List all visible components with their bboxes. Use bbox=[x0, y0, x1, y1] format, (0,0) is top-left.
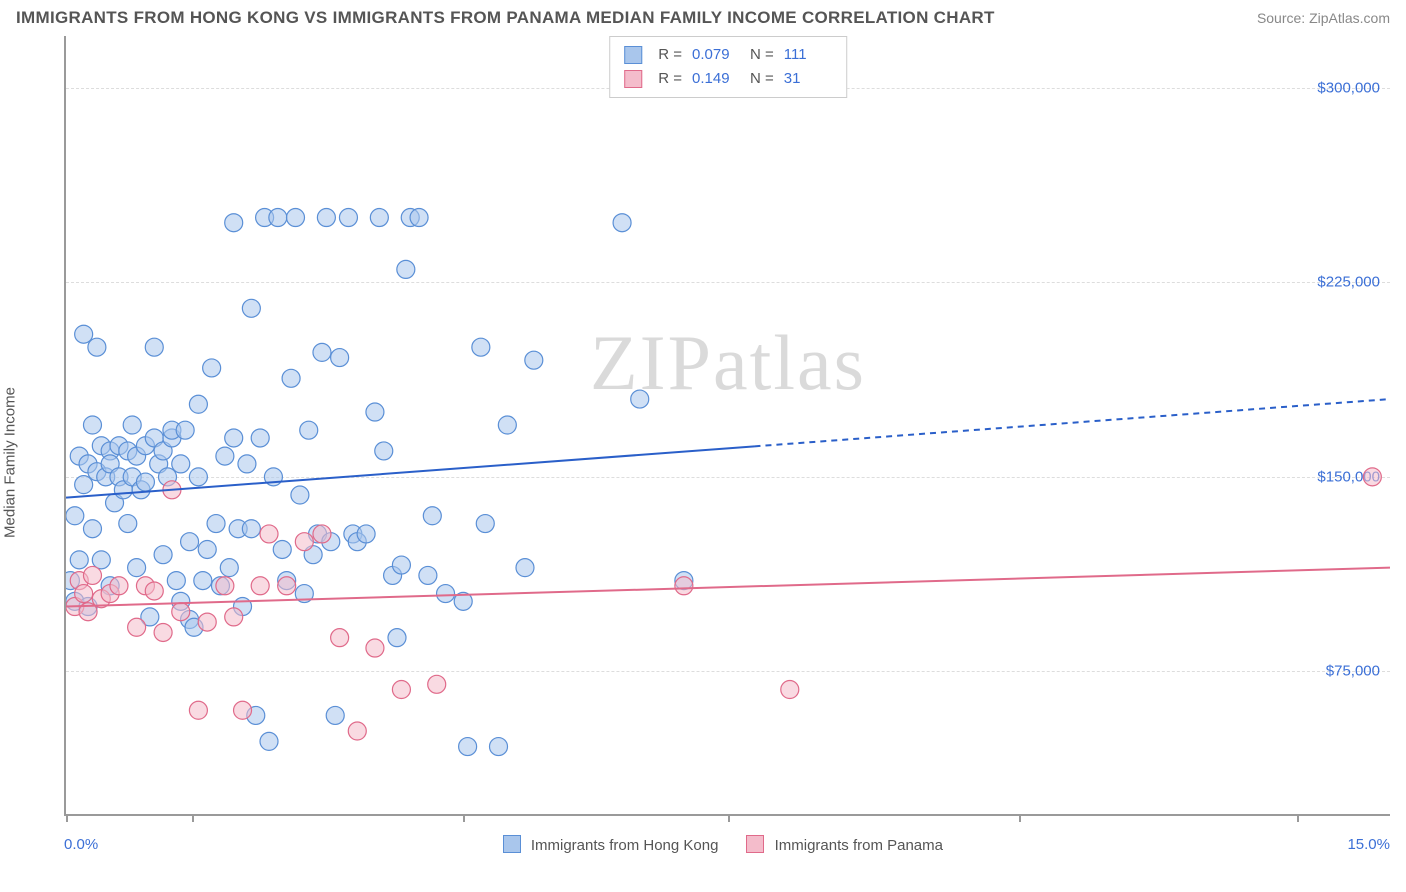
x-legend-swatch-hk bbox=[503, 835, 521, 853]
x-axis-row: 0.0% Immigrants from Hong Kong Immigrant… bbox=[64, 835, 1390, 854]
plot-svg bbox=[66, 36, 1390, 814]
legend-n-label: N = bbox=[750, 67, 774, 91]
x-legend-item-pa: Immigrants from Panama bbox=[746, 835, 943, 854]
title-bar: IMMIGRANTS FROM HONG KONG VS IMMIGRANTS … bbox=[0, 0, 1406, 32]
x-legend-label-pa: Immigrants from Panama bbox=[775, 837, 943, 854]
legend-r-value-pa: 0.149 bbox=[692, 67, 740, 91]
legend-r-value-hk: 0.079 bbox=[692, 43, 740, 67]
legend-row-hk: R = 0.079 N = 111 bbox=[624, 43, 832, 67]
legend-n-label: N = bbox=[750, 43, 774, 67]
x-legend-item-hk: Immigrants from Hong Kong bbox=[503, 835, 719, 854]
legend-n-value-pa: 31 bbox=[784, 67, 832, 91]
source-label: Source: ZipAtlas.com bbox=[1257, 10, 1390, 26]
chart-title: IMMIGRANTS FROM HONG KONG VS IMMIGRANTS … bbox=[16, 8, 995, 28]
chart-area: Median Family Income R = 0.079 N = 111 R… bbox=[16, 36, 1390, 872]
legend-n-value-hk: 111 bbox=[784, 43, 832, 67]
plot-region: R = 0.079 N = 111 R = 0.149 N = 31 ZIPat… bbox=[64, 36, 1390, 816]
x-min-label: 0.0% bbox=[64, 836, 98, 853]
legend-r-label: R = bbox=[658, 43, 682, 67]
legend-swatch-pa bbox=[624, 70, 642, 88]
x-legend: Immigrants from Hong Kong Immigrants fro… bbox=[503, 835, 943, 854]
legend-box: R = 0.079 N = 111 R = 0.149 N = 31 bbox=[609, 36, 847, 98]
legend-swatch-hk bbox=[624, 46, 642, 64]
legend-row-pa: R = 0.149 N = 31 bbox=[624, 67, 832, 91]
x-legend-label-hk: Immigrants from Hong Kong bbox=[531, 837, 719, 854]
legend-r-label: R = bbox=[658, 67, 682, 91]
y-axis-label: Median Family Income bbox=[2, 387, 19, 538]
x-legend-swatch-pa bbox=[746, 835, 764, 853]
x-max-label: 15.0% bbox=[1347, 836, 1390, 853]
